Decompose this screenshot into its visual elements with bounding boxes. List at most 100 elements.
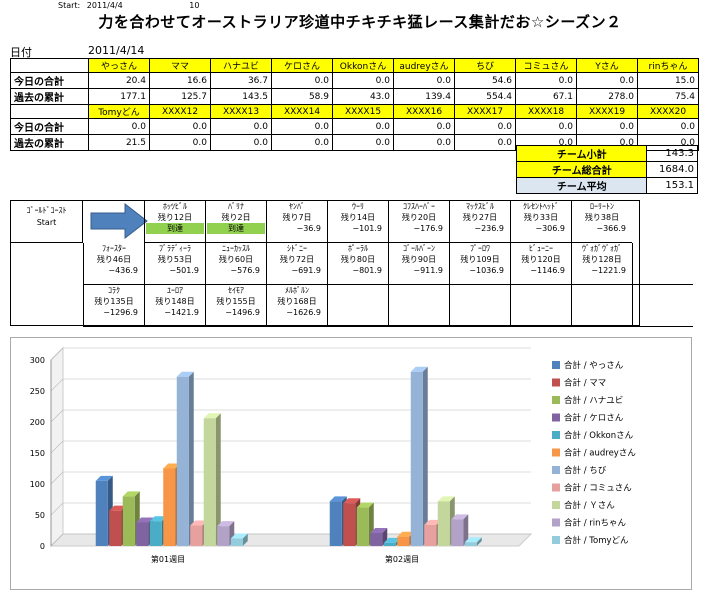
route-stop-name: ﾌﾟｰﾛﾜ: [470, 244, 490, 253]
score-cell: 43.0: [332, 88, 394, 105]
score-cell: 0.0: [149, 134, 211, 151]
member-name: ママ: [149, 58, 211, 73]
route-stop-value: −306.9: [535, 224, 565, 233]
route-stop: ｸﾚｾﾝﾄﾍｯﾄﾞ 残り33日 −306.9: [510, 201, 571, 243]
bar: [149, 521, 162, 546]
bar: [95, 480, 108, 546]
route-empty-cell: [327, 285, 388, 327]
x-tick-label: 第01週目: [151, 554, 185, 564]
route-stop-arrived-badge: 到達: [146, 223, 204, 234]
route-stop: ｳｰﾘ 残り14日 −101.9: [327, 201, 388, 243]
bar-side: [242, 533, 248, 546]
score-cell: 0.0: [210, 118, 272, 135]
bar: [370, 532, 383, 546]
row-label: [10, 104, 89, 119]
member-name: rinちゃん: [637, 58, 699, 73]
y-tick-label: 200: [30, 418, 45, 427]
score-cell: 554.4: [454, 88, 516, 105]
row-label: 過去の累計: [10, 88, 89, 105]
route-stop-value: −691.9: [291, 266, 321, 275]
gridline-depth: [50, 502, 64, 516]
row-label: 過去の累計: [10, 134, 89, 151]
score-cell: 20.4: [88, 72, 150, 89]
score-cell: 0.0: [393, 72, 455, 89]
route-stop-days: 残り38日: [584, 213, 620, 222]
route-stop: ｺﾞｰﾙﾊﾞｰﾝ 残り90日 −911.9: [388, 243, 449, 285]
member-name: Yさん: [576, 58, 638, 73]
route-start-label: Start: [36, 218, 57, 227]
team-avg-label: チーム平均: [515, 177, 648, 194]
legend-entry: 合計 / audreyさん: [564, 448, 636, 459]
member-name: XXXX17: [454, 104, 516, 119]
route-stop-value: −1626.9: [286, 308, 321, 317]
bar-top: [329, 496, 347, 502]
route-arrow-icon: [90, 203, 148, 239]
team-subtotal-value: 143.3: [646, 145, 698, 162]
route-stop-value: −1221.9: [591, 266, 626, 275]
member-name: ちび: [454, 58, 516, 73]
legend-swatch: [552, 396, 560, 404]
member-name: XXXX12: [149, 104, 211, 119]
legend-swatch: [552, 483, 560, 492]
bar-side: [463, 514, 469, 546]
route-stop-name: ｳｰﾘ: [352, 202, 364, 211]
route-stop: ﾌｫｰｽﾀｰ 残り46日 −436.9: [83, 243, 144, 285]
score-cell: 0.0: [454, 118, 516, 135]
route-empty-cell: [632, 285, 693, 327]
bar-top: [410, 366, 428, 372]
row-label: [10, 58, 89, 73]
legend-swatch: [552, 518, 560, 527]
route-stop-value: −501.9: [169, 266, 199, 275]
row-label: 今日の合計: [10, 118, 89, 135]
bar-top: [451, 514, 469, 520]
route-empty-cell: [510, 285, 571, 327]
page-title: 力を合わせてオーストラリア珍道中チキチキ猛レース集計だお☆シーズン２: [98, 13, 622, 31]
score-cell: 36.7: [210, 72, 272, 89]
member-name: ケロさん: [271, 58, 333, 73]
score-cell: 0.0: [393, 118, 455, 135]
route-start: ｺﾞｰﾙﾄﾞｺｰｽﾄ Start: [11, 201, 83, 243]
legend-entry: 合計 / rinちゃん: [564, 518, 627, 529]
team-subtotal-row: チーム小計 143.3: [515, 145, 698, 162]
score-cell: 143.5: [210, 88, 272, 105]
score-cell: 139.4: [393, 88, 455, 105]
y-tick-label: 250: [30, 387, 45, 396]
score-cell: 0.0: [271, 118, 333, 135]
route-stop-value: −36.9: [296, 224, 321, 233]
bar-top: [176, 371, 194, 377]
route-stop: ｾｲﾓｱ 残り155日 −1496.9: [205, 285, 266, 327]
route-stop: ｼﾄﾞﾆｰ 残り72日 −691.9: [266, 243, 327, 285]
route-stop-value: −911.9: [413, 266, 443, 275]
row-label: 今日の合計: [10, 72, 89, 89]
legend-entry: 合計 / やっさん: [564, 360, 624, 371]
route-stop-name: ﾊﾞﾘﾅ: [228, 202, 244, 211]
route-stop-value: −1496.9: [225, 308, 260, 317]
score-cell: 0.0: [149, 118, 211, 135]
score-cell: 16.6: [149, 72, 211, 89]
member-name: XXXX15: [332, 104, 394, 119]
route-stop-days: 残り155日: [216, 297, 256, 306]
score-cell: 0.0: [332, 118, 394, 135]
score-cell: 278.0: [576, 88, 638, 105]
member-name: ハナユビ: [210, 58, 272, 73]
route-stop-name: ﾎｯﾂﾋﾞﾙ: [163, 202, 187, 211]
bar: [163, 468, 176, 546]
route-stop-days: 残り14日: [340, 213, 376, 222]
gridline-depth: [50, 440, 64, 454]
score-cell: 0.0: [576, 72, 638, 89]
route-stop-name: ﾔﾝﾊﾞ: [289, 202, 305, 211]
score-row-hdr: Tomyどん XXXX12 XXXX13 XXXX14 XXXX15 XXXX16 XXXX…: [10, 104, 699, 119]
bar-top: [217, 521, 235, 527]
team-avg-value: 153.1: [646, 177, 698, 194]
route-stop-name: ﾌｫｰｽﾀｰ: [102, 244, 126, 253]
legend-entry: 合計 / ママ: [564, 378, 606, 389]
date-value: 2011/4/14: [88, 44, 145, 57]
member-name: XXXX18: [515, 104, 577, 119]
bar: [203, 418, 216, 546]
legend-entry: 合計 / コミュさん: [564, 483, 632, 494]
route-stop: ｺﾗｸ 残り135日 −1296.9: [83, 285, 144, 327]
route-stop-name: ｸﾚｾﾝﾄﾍｯﾄﾞ: [523, 202, 559, 211]
route-stop: ﾆｭｰｶｯｽﾙ 残り60日 −576.9: [205, 243, 266, 285]
route-stop-value: −176.9: [413, 224, 443, 233]
legend-swatch: [552, 536, 560, 544]
